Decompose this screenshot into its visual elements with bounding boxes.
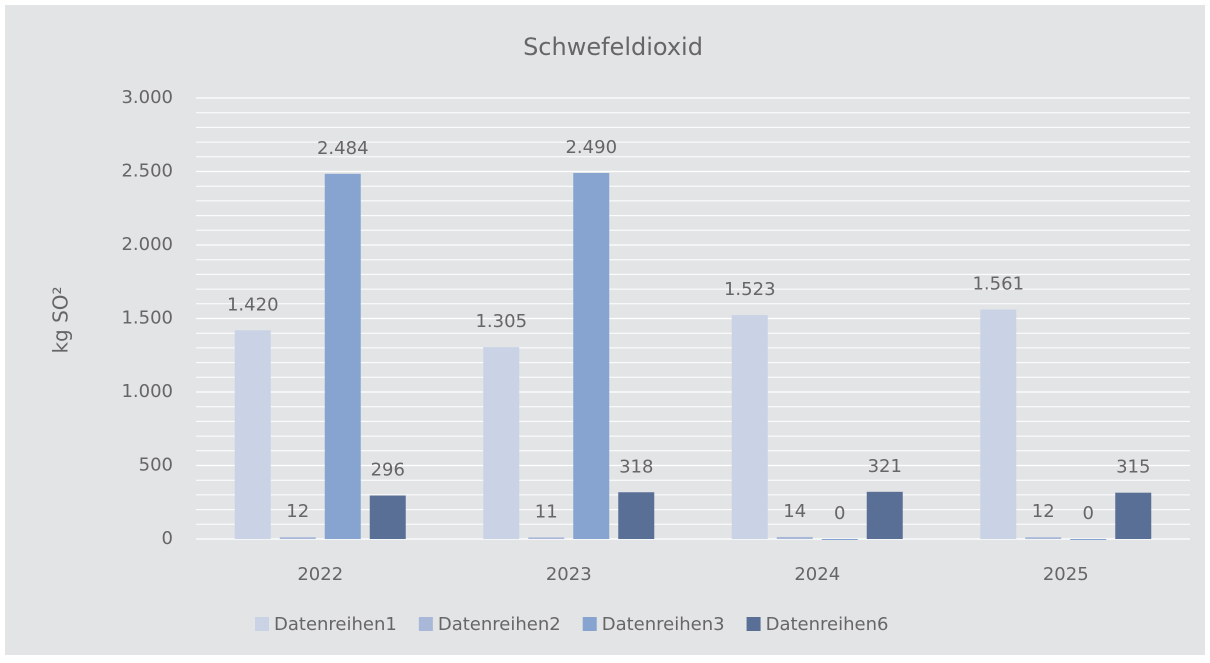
- data-label: 0: [1083, 503, 1094, 524]
- data-label: 321: [868, 456, 902, 477]
- chart-title: Schwefeldioxid: [523, 33, 703, 61]
- x-tick-label: 2024: [794, 564, 840, 585]
- y-tick-label: 2.000: [121, 234, 173, 255]
- bar: [573, 172, 610, 539]
- legend-label: Datenreihen2: [438, 614, 561, 635]
- bar: [1025, 537, 1062, 539]
- x-tick-label: 2025: [1043, 564, 1089, 585]
- data-label: 1.420: [227, 294, 279, 315]
- x-tick-label: 2023: [546, 564, 592, 585]
- bar: [731, 315, 768, 539]
- x-tick-label: 2022: [297, 564, 343, 585]
- data-label: 14: [783, 501, 806, 522]
- bar: [980, 309, 1017, 539]
- bar: [776, 536, 813, 539]
- y-axis-label: kg SO²: [49, 286, 73, 353]
- data-label: 318: [619, 456, 653, 477]
- bar: [866, 491, 903, 539]
- legend-label: Datenreihen3: [602, 614, 725, 635]
- legend-swatch: [418, 617, 433, 631]
- bar: [821, 539, 858, 540]
- y-tick-label: 1.000: [121, 381, 173, 402]
- data-label: 1.561: [972, 274, 1024, 295]
- data-label: 11: [535, 501, 558, 522]
- data-label: 0: [834, 503, 845, 524]
- data-label: 2.490: [565, 137, 617, 158]
- legend-swatch: [746, 617, 761, 631]
- bar: [279, 537, 316, 539]
- y-tick-label: 1.500: [121, 308, 173, 329]
- y-tick-label: 2.500: [121, 161, 173, 182]
- legend-label: Datenreihen1: [274, 614, 397, 635]
- bar: [234, 330, 271, 539]
- data-label: 12: [286, 501, 309, 522]
- legend-swatch: [255, 617, 269, 631]
- data-label: 1.523: [724, 279, 776, 300]
- legend-swatch: [582, 617, 597, 631]
- bar: [1115, 492, 1152, 539]
- data-label: 2.484: [317, 138, 369, 159]
- data-label: 1.305: [475, 311, 527, 332]
- y-tick-label: 500: [139, 455, 173, 476]
- bar: [483, 347, 520, 539]
- bar: [528, 537, 565, 539]
- bar: [618, 492, 655, 539]
- bar: [1070, 539, 1107, 540]
- data-label: 296: [371, 459, 405, 480]
- bar: [324, 173, 361, 540]
- legend-label: Datenreihen6: [766, 614, 889, 635]
- data-label: 12: [1032, 501, 1055, 522]
- data-label: 315: [1116, 457, 1150, 478]
- y-tick-label: 0: [162, 528, 173, 549]
- y-tick-label: 3.000: [121, 87, 173, 108]
- bar: [369, 495, 406, 539]
